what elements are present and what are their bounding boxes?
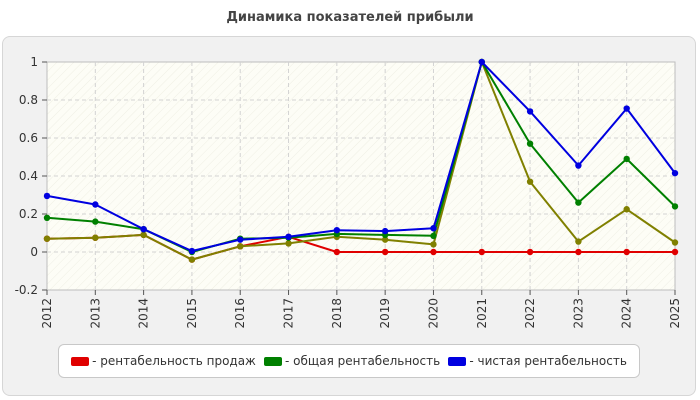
data-point xyxy=(92,201,99,208)
legend-item-1: - общая рентабельность xyxy=(264,354,440,368)
data-point xyxy=(623,105,630,112)
data-point xyxy=(285,233,292,240)
x-tick-label: 2025 xyxy=(668,298,682,329)
x-tick-label: 2017 xyxy=(282,298,296,329)
data-point xyxy=(237,243,244,250)
data-point xyxy=(478,248,485,256)
legend: - рентабельность продаж - общая рентабель… xyxy=(58,344,640,378)
data-point xyxy=(623,248,630,256)
data-point xyxy=(575,238,582,245)
data-point xyxy=(92,218,99,225)
axes: -0.2 0 0.2 0.4 0.6 0.8 1 2012 2013 2014 2015 2016 20… xyxy=(15,55,682,329)
data-point xyxy=(92,234,99,241)
data-point xyxy=(526,108,534,115)
series-layer xyxy=(43,58,679,263)
data-point xyxy=(188,247,196,255)
data-point xyxy=(333,226,341,234)
x-tick-label: 2012 xyxy=(40,298,54,329)
x-tick-label: 2014 xyxy=(137,298,151,329)
x-tick-label: 2015 xyxy=(185,298,199,329)
legend-label: - общая рентабельность xyxy=(285,354,441,368)
y-tick-label: 0.2 xyxy=(19,207,38,221)
data-point xyxy=(285,240,292,247)
legend-swatch xyxy=(71,356,90,366)
y-tick-label: 0.4 xyxy=(19,169,38,183)
x-tick-label: 2013 xyxy=(88,298,102,329)
data-point xyxy=(381,236,389,243)
series-3 xyxy=(43,58,679,255)
legend-item-0: - рентабельность продаж xyxy=(71,354,256,368)
data-point xyxy=(43,192,51,200)
chart-title: Динамика показателей прибыли xyxy=(226,10,474,25)
legend-label: - чистая рентабельность xyxy=(469,354,627,368)
data-point xyxy=(430,225,437,232)
data-point xyxy=(526,140,534,147)
y-tick-label: 1 xyxy=(30,55,38,69)
data-point xyxy=(430,241,437,248)
data-point xyxy=(43,214,51,221)
x-tick-label: 2018 xyxy=(330,298,344,329)
legend-item-2: - чистая рентабельность xyxy=(448,354,627,368)
series-line xyxy=(46,61,676,252)
data-point xyxy=(188,256,196,263)
data-point xyxy=(478,58,485,66)
x-tick-label: 2016 xyxy=(233,298,247,329)
data-point xyxy=(623,155,630,163)
data-point xyxy=(575,162,582,169)
data-point xyxy=(575,248,582,256)
legend-swatch xyxy=(264,356,283,366)
data-point xyxy=(381,227,389,235)
x-tick-label: 2021 xyxy=(475,298,489,329)
data-point xyxy=(623,206,630,213)
x-tick-label: 2019 xyxy=(378,298,392,329)
x-tick-label: 2020 xyxy=(426,298,440,329)
data-point xyxy=(381,248,389,256)
y-tick-label: 0 xyxy=(30,245,38,259)
series-line xyxy=(46,61,676,261)
data-point xyxy=(671,239,679,246)
data-point xyxy=(333,248,341,256)
data-point xyxy=(140,231,147,239)
data-point xyxy=(140,226,147,233)
x-tick-label: 2023 xyxy=(571,298,585,329)
data-point xyxy=(526,248,534,256)
x-tick-label: 2022 xyxy=(523,298,537,329)
legend-swatch xyxy=(448,356,467,366)
data-point xyxy=(575,199,582,206)
legend-label: - рентабельность продаж xyxy=(92,354,256,368)
data-point xyxy=(671,203,679,210)
data-point xyxy=(43,235,51,242)
data-point xyxy=(671,169,679,177)
data-point xyxy=(671,248,679,256)
y-tick-label: 0.6 xyxy=(19,131,38,145)
data-point xyxy=(430,248,437,256)
x-tick-label: 2024 xyxy=(620,298,634,329)
data-point xyxy=(430,232,437,240)
y-tick-label: -0.2 xyxy=(15,283,38,297)
y-tick-label: 0.8 xyxy=(19,93,38,107)
data-point xyxy=(526,178,534,185)
series-1 xyxy=(43,58,679,263)
data-point xyxy=(237,236,244,243)
